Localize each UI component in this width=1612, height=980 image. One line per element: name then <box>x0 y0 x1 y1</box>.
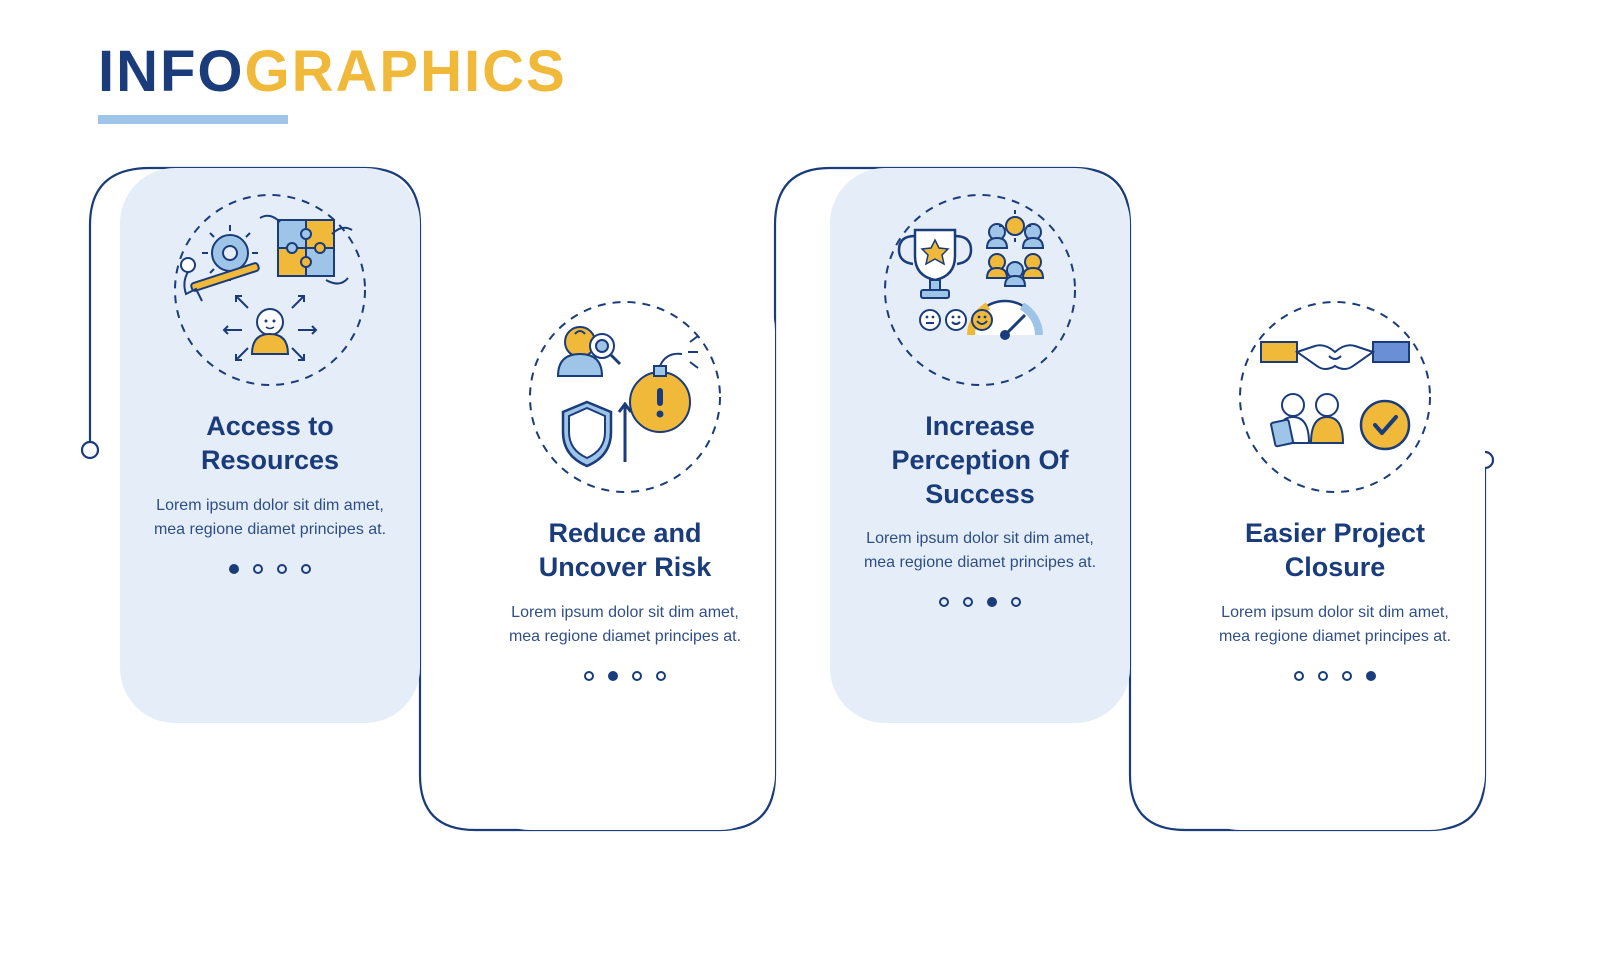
dot <box>939 597 949 607</box>
dot <box>656 671 666 681</box>
dot <box>253 564 263 574</box>
success-icon <box>880 190 1080 390</box>
title-underline <box>98 115 288 124</box>
dots-indicator <box>229 564 311 574</box>
card-access-resources: Access to Resources Lorem ipsum dolor si… <box>120 168 420 723</box>
page-title: INFOGRAPHICS <box>98 38 567 105</box>
dot <box>1294 671 1304 681</box>
title-part-2: GRAPHICS <box>245 39 567 104</box>
dots-indicator <box>939 597 1021 607</box>
closure-icon <box>1235 297 1435 497</box>
card-body: Lorem ipsum dolor sit dim amet, mea regi… <box>855 527 1105 575</box>
card-title: Reduce and Uncover Risk <box>500 517 750 585</box>
card-title: Increase Perception Of Success <box>855 410 1105 511</box>
card-reduce-risk: Reduce and Uncover Risk Lorem ipsum dolo… <box>475 275 775 830</box>
card-success: Increase Perception Of Success Lorem ips… <box>830 168 1130 723</box>
dot <box>1342 671 1352 681</box>
dot <box>1366 671 1376 681</box>
card-closure: Easier Project Closure Lorem ipsum dolor… <box>1185 275 1485 830</box>
card-body: Lorem ipsum dolor sit dim amet, mea regi… <box>145 494 395 542</box>
card-title: Access to Resources <box>145 410 395 478</box>
title-part-1: INFO <box>98 39 245 104</box>
dot <box>301 564 311 574</box>
dots-indicator <box>1294 671 1376 681</box>
dots-indicator <box>584 671 666 681</box>
dot <box>277 564 287 574</box>
dot <box>584 671 594 681</box>
dot <box>608 671 618 681</box>
dot <box>987 597 997 607</box>
dot <box>963 597 973 607</box>
resources-icon <box>170 190 370 390</box>
dot <box>229 564 239 574</box>
card-body: Lorem ipsum dolor sit dim amet, mea regi… <box>500 601 750 649</box>
card-title: Easier Project Closure <box>1210 517 1460 585</box>
risk-icon <box>525 297 725 497</box>
dot <box>1011 597 1021 607</box>
dot <box>1318 671 1328 681</box>
infographic-stage: Access to Resources Lorem ipsum dolor si… <box>60 145 1550 945</box>
dot <box>632 671 642 681</box>
card-body: Lorem ipsum dolor sit dim amet, mea regi… <box>1210 601 1460 649</box>
